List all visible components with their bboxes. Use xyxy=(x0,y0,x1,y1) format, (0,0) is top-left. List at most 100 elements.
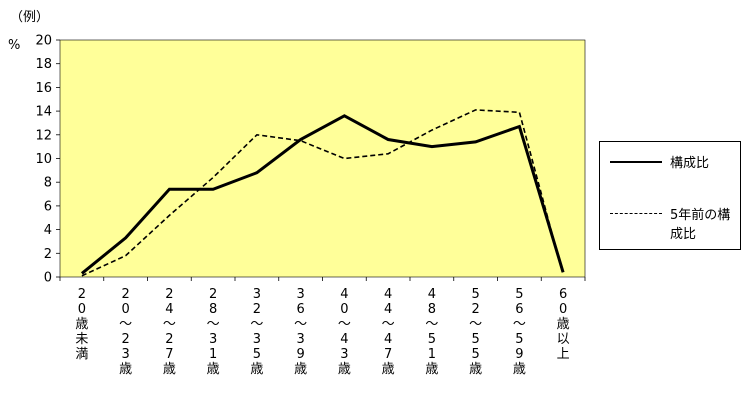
x-category-label-char: 満 xyxy=(75,347,88,362)
x-category-label-char: 4 xyxy=(428,287,436,302)
x-category-label-char: 歳 xyxy=(250,362,263,377)
x-category-label-char: 1 xyxy=(428,347,436,362)
x-category-label: 52～55歳 xyxy=(469,287,482,377)
y-axis-unit-label: % xyxy=(8,38,21,53)
x-category-label-char: 歳 xyxy=(338,362,351,377)
x-category-label-char: 0 xyxy=(121,302,129,317)
x-category-label-char: 歳 xyxy=(382,362,395,377)
legend-dashed-line-swatch xyxy=(610,213,662,214)
x-category-label-char: 7 xyxy=(165,347,173,362)
x-category-label-char: 7 xyxy=(384,347,392,362)
legend-label-series2-line1: 5年前の構 xyxy=(670,208,731,223)
x-category-label-char: 歳 xyxy=(75,317,88,332)
y-tick-label: 14 xyxy=(35,105,52,120)
legend-label-series1: 構成比 xyxy=(670,156,710,171)
unit-note: （例） xyxy=(10,10,50,25)
x-category-label-char: 3 xyxy=(209,332,217,347)
x-category-label-char: 歳 xyxy=(207,362,220,377)
x-category-label: 36～39歳 xyxy=(294,287,307,377)
x-category-label-char: 2 xyxy=(471,302,479,317)
y-tick-label: 18 xyxy=(35,57,52,72)
x-category-label: 48～51歳 xyxy=(425,287,438,377)
x-category-label-char: ～ xyxy=(119,317,132,332)
x-category-label-char: 6 xyxy=(515,302,523,317)
x-category-label-char: 5 xyxy=(471,332,479,347)
legend: 構成比 5年前の構 成比 xyxy=(599,141,741,250)
x-category-label-char: ～ xyxy=(338,317,351,332)
x-category-label-char: 3 xyxy=(296,287,304,302)
y-tick-label: 12 xyxy=(35,128,52,143)
x-category-label-char: 8 xyxy=(428,302,436,317)
x-category-label-char: 5 xyxy=(428,332,436,347)
x-category-label: 56～59歳 xyxy=(513,287,526,377)
y-tick-label: 6 xyxy=(44,199,52,214)
legend-solid-line-swatch xyxy=(610,161,662,163)
x-category-label-char: 未 xyxy=(75,332,88,347)
x-category-label-char: ～ xyxy=(294,317,307,332)
series-layer xyxy=(80,109,565,277)
x-category-label-char: 5 xyxy=(471,287,479,302)
x-category-label-char: 2 xyxy=(253,302,261,317)
y-tick-label: 4 xyxy=(44,223,52,238)
y-axis: 0 2 4 6 8 10 12 14 16 18 20 xyxy=(35,34,60,286)
y-tick-label: 10 xyxy=(35,152,52,167)
x-category-label-char: ～ xyxy=(163,317,176,332)
x-category-label-char: 歳 xyxy=(513,362,526,377)
x-category-label-char: 3 xyxy=(296,332,304,347)
x-category-label: 20～23歳 xyxy=(119,287,132,377)
x-category-label-char: 2 xyxy=(209,287,217,302)
x-category-label-char: ～ xyxy=(382,317,395,332)
x-category-label-char: 上 xyxy=(557,347,570,362)
series-line-previous xyxy=(81,109,564,277)
x-category-label-char: 6 xyxy=(559,287,567,302)
x-category-label-char: ～ xyxy=(513,317,526,332)
x-category-label: 44～47歳 xyxy=(382,287,395,377)
x-category-label-char: 4 xyxy=(384,302,392,317)
x-category-label-char: 5 xyxy=(515,287,523,302)
y-tick-label: 8 xyxy=(44,176,52,191)
x-category-label-char: 4 xyxy=(384,332,392,347)
x-category-label-char: 2 xyxy=(165,287,173,302)
x-axis: 20歳未満20～23歳24～27歳28～31歳32～35歳36～39歳40～43… xyxy=(59,277,586,377)
x-category-label-char: 4 xyxy=(340,332,348,347)
x-category-label-char: 歳 xyxy=(469,362,482,377)
x-category-label-char: 6 xyxy=(296,302,304,317)
series-line-current xyxy=(80,114,565,275)
x-category-label-char: 5 xyxy=(253,347,261,362)
x-category-label: 28～31歳 xyxy=(207,287,220,377)
x-category-label-char: ～ xyxy=(207,317,220,332)
x-category-label: 24～27歳 xyxy=(163,287,176,377)
x-category-label-char: 4 xyxy=(165,302,173,317)
x-category-label-char: 0 xyxy=(559,302,567,317)
x-category-label-char: 3 xyxy=(340,347,348,362)
x-category-label-char: 歳 xyxy=(163,362,176,377)
x-category-label-char: 0 xyxy=(78,302,86,317)
x-category-label-char: 3 xyxy=(253,332,261,347)
x-category-label-char: 歳 xyxy=(119,362,132,377)
x-category-label-char: 歳 xyxy=(425,362,438,377)
x-category-label-char: 以 xyxy=(557,332,570,347)
x-category-label-char: 0 xyxy=(340,302,348,317)
x-category-label: 32～35歳 xyxy=(250,287,263,377)
x-category-label-char: ～ xyxy=(250,317,263,332)
x-category-label-char: ～ xyxy=(469,317,482,332)
x-category-label-char: 9 xyxy=(296,347,304,362)
x-category-label-char: 歳 xyxy=(557,317,570,332)
x-category-label-char: 8 xyxy=(209,302,217,317)
x-category-label-char: 5 xyxy=(515,332,523,347)
y-tick-label: 0 xyxy=(44,271,52,286)
x-category-label-char: 4 xyxy=(384,287,392,302)
x-category-label-char: 2 xyxy=(121,287,129,302)
y-tick-label: 20 xyxy=(35,34,52,49)
x-category-label-char: 5 xyxy=(471,347,479,362)
x-category-label-char: 4 xyxy=(340,287,348,302)
x-category-label-char: 3 xyxy=(121,347,129,362)
plot-area xyxy=(59,39,586,278)
legend-label-series2-line2: 成比 xyxy=(670,227,697,242)
x-category-label-char: 3 xyxy=(253,287,261,302)
x-category-label-char: 2 xyxy=(121,332,129,347)
x-category-label: 40～43歳 xyxy=(338,287,351,377)
x-category-label-char: 歳 xyxy=(294,362,307,377)
